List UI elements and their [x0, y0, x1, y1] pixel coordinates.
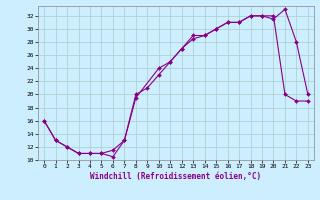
X-axis label: Windchill (Refroidissement éolien,°C): Windchill (Refroidissement éolien,°C): [91, 172, 261, 181]
